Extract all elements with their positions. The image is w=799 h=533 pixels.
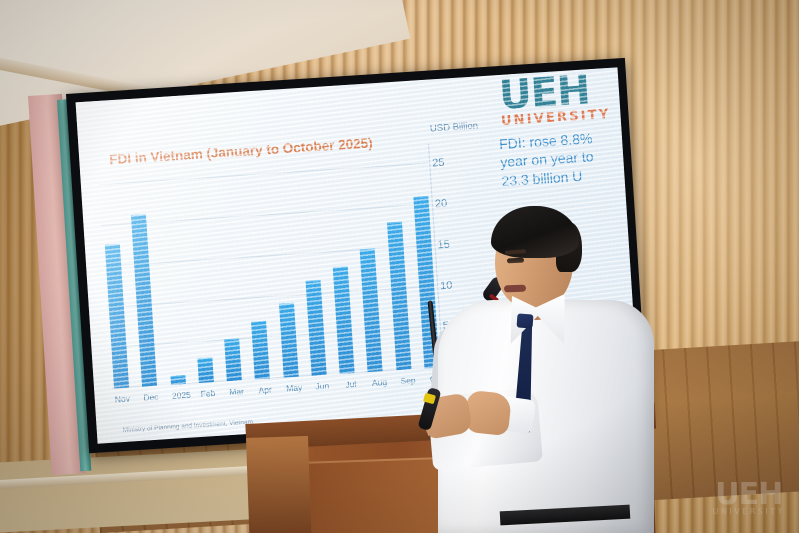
x-tick-label: Jul: [345, 378, 357, 390]
x-tick-label: Sep: [400, 375, 416, 387]
ueh-watermark: UEH UNIVERSITY: [712, 476, 786, 516]
bar: [386, 221, 412, 371]
bar: [360, 248, 383, 373]
ueh-logo: UEH UNIVERSITY: [498, 67, 611, 129]
bar: [197, 356, 214, 384]
podium-side: [246, 435, 312, 533]
chart-annotation: FDI: rose 8.8% year on year to 23.3 bill…: [498, 130, 595, 189]
x-tick-label: Aug: [371, 376, 388, 388]
bar: [332, 266, 355, 374]
y-tick-label: 25: [431, 157, 445, 170]
x-tick-label: Nov: [114, 393, 131, 405]
speaker-tie-knot: [516, 313, 534, 329]
bar-series: [98, 148, 442, 389]
speaker-hand-right: [463, 389, 513, 437]
x-tick-label: Dec: [143, 391, 159, 403]
y-tick-label: 15: [437, 238, 451, 252]
y-tick-label: 20: [434, 197, 448, 211]
bar: [305, 280, 327, 376]
bar: [278, 302, 299, 378]
bar: [104, 244, 130, 389]
bar: [251, 320, 271, 380]
x-tick-label: Mar: [228, 386, 245, 398]
watermark-subtitle: UNIVERSITY: [712, 506, 785, 516]
x-tick-label: 2025: [171, 389, 192, 401]
speaker-eye: [506, 257, 525, 264]
bar: [169, 374, 186, 385]
y-tick-label: 10: [439, 279, 453, 292]
speaker-mouth: [503, 284, 527, 293]
watermark-mark: UEH: [715, 476, 783, 512]
x-tick-label: Apr: [258, 384, 273, 396]
x-tick-label: Jun: [315, 380, 330, 392]
bar: [224, 338, 242, 382]
bar: [131, 213, 158, 387]
source-note: Ministry of Planning and Investment, Vie…: [122, 418, 254, 435]
x-tick-label: Feb: [200, 387, 216, 399]
x-tick-label: May: [285, 382, 303, 394]
y-axis-unit-label: USD Billion: [429, 120, 479, 135]
plot-area: [98, 148, 442, 389]
